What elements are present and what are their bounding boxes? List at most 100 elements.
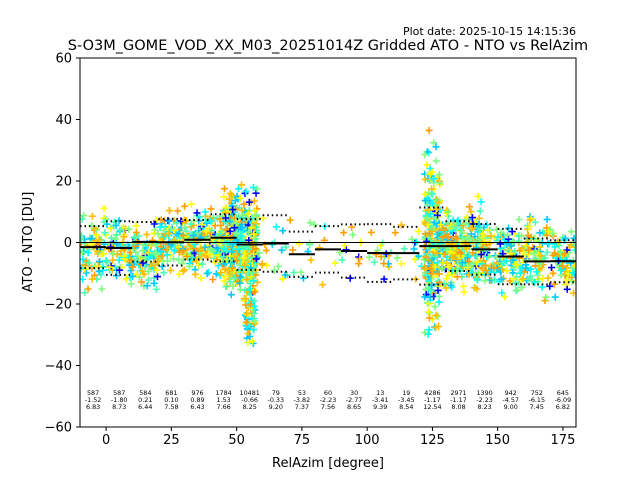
scatter-point [342,246,350,254]
scatter-point [518,245,526,252]
scatter-point [520,268,528,276]
scatter-point [563,276,571,284]
scatter-point [154,273,161,281]
scatter-point [245,198,253,206]
scatter-point [113,240,121,248]
bin-mean-label: -3.82 [294,396,311,404]
scatter-point [482,246,490,254]
scatter-point [411,256,419,263]
scatter-point [519,275,527,283]
scatter-point [163,251,171,259]
bin-mean-label: 0.21 [138,396,152,404]
scatter-point [391,229,399,237]
scatter-point [179,267,187,275]
scatter-point [564,270,572,278]
y-axis-label: ATO - NTO [DU] [21,192,36,293]
scatter-point [400,245,408,253]
scatter-point [272,223,280,231]
bin-count-label: 2971 [450,389,466,397]
scatter-point [458,259,466,267]
scatter-point [238,220,246,228]
scatter-point [424,206,432,214]
scatter-point [561,234,569,242]
scatter-point [474,192,482,200]
bin-mean-label: -3.45 [398,396,415,404]
scatter-point [380,260,388,268]
bin-mean-label: -6.09 [555,396,572,404]
scatter-point [91,271,98,279]
bin-std-label: 12.54 [423,403,441,411]
scatter-point [146,252,154,260]
scatter-point [559,262,567,270]
scatter-point [160,269,168,277]
scatter-point [153,266,161,274]
scatter-point [112,221,120,229]
scatter-point [231,220,239,228]
scatter-point [557,267,565,274]
scatter-point [187,220,195,228]
scatter-point [567,228,575,236]
scatter-point [113,231,121,239]
x-tick-label: 175 [551,433,576,448]
scatter-point [534,271,542,279]
scatter-point [162,246,170,254]
scatter-point [434,211,441,219]
scatter-point [544,274,552,282]
scatter-point [501,293,509,301]
bin-count-label: 587 [113,389,125,397]
scatter-point [116,266,123,274]
scatter-point [221,272,229,280]
scatter-point [286,216,294,224]
scatter-point [509,237,517,245]
x-tick-label: 125 [420,433,445,448]
scatter-point [135,232,142,240]
bin-count-label: 60 [324,389,332,397]
scatter-point [527,265,535,273]
scatter-point [448,253,456,261]
scatter-point [236,194,244,202]
scatter-point [221,245,228,253]
scatter-point [306,219,314,227]
scatter-point [173,219,181,227]
scatter-point [231,224,238,232]
scatter-point [253,185,261,193]
scatter-point [255,249,263,257]
scatter-point [432,143,440,151]
scatter-point [515,216,523,223]
scatter-point [397,221,405,229]
scatter-point [517,232,525,240]
scatter-point [525,246,533,254]
scatter-point [421,219,429,227]
scatter-point [217,221,225,229]
scatter-point [437,221,445,229]
plot-date: Plot date: 2025-10-15 14:15:36 [403,25,576,38]
scatter-point [444,208,452,216]
scatter-point [281,271,289,279]
scatter-point [439,258,447,266]
scatter-point [235,185,242,193]
scatter-point [530,245,538,253]
x-tick-label: 100 [355,433,380,448]
y-tick-label: −40 [45,359,72,374]
scatter-point [132,222,140,230]
scatter-point [181,202,189,210]
scatter-point [198,260,206,268]
scatter-point [526,216,534,224]
scatter-point [84,285,92,293]
scatter-point [120,255,128,263]
scatter-point [545,240,553,248]
scatter-point [543,224,551,232]
scatter-point [220,277,228,285]
scatter-point [434,286,442,294]
bin-mean-label: 0.89 [190,396,204,404]
scatter-point [377,253,385,261]
scatter-point [468,260,476,268]
scatter-point [209,248,217,255]
scatter-point [229,282,237,290]
scatter-point [457,250,465,258]
scatter-point [226,227,234,235]
scatter-point [468,224,476,232]
scatter-point [568,278,576,286]
scatter-point [422,265,430,273]
scatter-point [139,259,147,267]
